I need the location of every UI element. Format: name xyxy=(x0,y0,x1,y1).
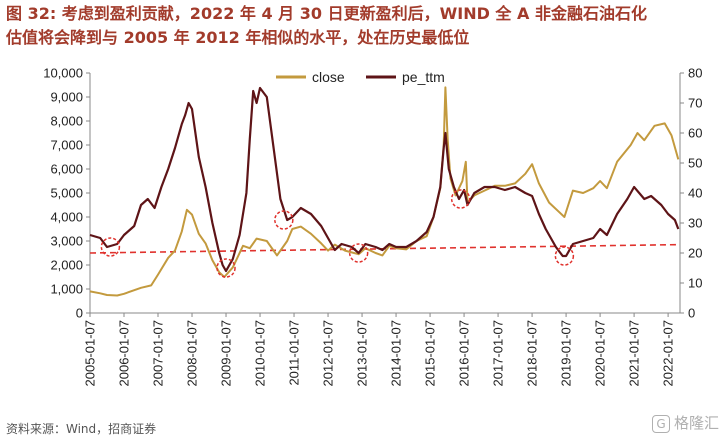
x-tick-label: 2022-01-07 xyxy=(661,320,676,387)
x-tick-label: 2010-01-07 xyxy=(253,320,268,387)
x-tick-label: 2021-01-07 xyxy=(627,320,642,387)
watermark-text: 格隆汇 xyxy=(673,414,719,432)
right-y-tick-label: 20 xyxy=(688,246,702,261)
x-tick-label: 2017-01-07 xyxy=(491,320,506,387)
annotation-circle xyxy=(100,237,121,257)
x-tick-label: 2008-01-07 xyxy=(185,320,200,387)
left-y-tick-label: 6,000 xyxy=(50,162,83,177)
figure-title-line-1: 图 32: 考虑到盈利贡献，2022 年 4 月 30 日更新盈利后，WIND … xyxy=(6,4,647,23)
x-tick-label: 2020-01-07 xyxy=(593,320,608,387)
x-tick-label: 2018-01-07 xyxy=(525,320,540,387)
x-tick-label: 2014-01-07 xyxy=(389,320,404,387)
x-tick-label: 2011-01-07 xyxy=(287,320,302,386)
x-tick-label: 2015-01-07 xyxy=(423,320,438,387)
series-line-close xyxy=(89,86,680,297)
right-y-tick-label: 40 xyxy=(688,186,702,201)
left-y-tick-label: 3,000 xyxy=(50,234,83,249)
right-y-tick-label: 0 xyxy=(688,306,695,321)
figure-title-line-2: 估值将会降到与 2005 年 2012 年相似的水平，处在历史最低位 xyxy=(6,28,470,47)
x-tick-label: 2016-01-07 xyxy=(457,320,472,387)
x-tick-label: 2007-01-07 xyxy=(151,320,166,387)
watermark-logo: G xyxy=(651,414,670,433)
right-y-tick-label: 80 xyxy=(688,66,702,81)
annotation-circle xyxy=(274,210,294,230)
annotation-circle xyxy=(348,243,369,263)
left-y-tick-label: 0 xyxy=(76,306,83,321)
left-y-tick-label: 4,000 xyxy=(50,210,83,225)
source-note: 资料来源：Wind，招商证券 xyxy=(6,422,157,436)
left-y-tick-label: 8,000 xyxy=(50,114,83,129)
left-y-tick-label: 9,000 xyxy=(50,90,83,105)
right-y-tick-label: 30 xyxy=(688,216,702,231)
left-y-tick-label: 2,000 xyxy=(50,258,83,273)
left-y-tick-label: 7,000 xyxy=(50,138,83,153)
right-y-tick-label: 70 xyxy=(688,96,702,111)
annotation-circle xyxy=(216,258,236,278)
legend-label: close xyxy=(312,69,345,85)
figure-title: 图 32: 考虑到盈利贡献，2022 年 4 月 30 日更新盈利后，WIND … xyxy=(6,2,718,50)
x-tick-label: 2009-01-07 xyxy=(219,320,234,387)
left-y-tick-label: 1,000 xyxy=(50,282,83,297)
left-y-tick-label: 5,000 xyxy=(50,186,83,201)
x-tick-label: 2012-01-07 xyxy=(321,320,336,387)
legend-label: pe_ttm xyxy=(402,69,445,85)
x-tick-label: 2013-01-07 xyxy=(355,320,370,387)
left-y-tick-label: 10,000 xyxy=(43,66,83,81)
annotation-circle xyxy=(450,189,471,209)
annotation-circle xyxy=(554,246,575,266)
right-y-tick-label: 50 xyxy=(688,156,702,171)
right-y-tick-label: 10 xyxy=(688,276,702,291)
x-tick-label: 2006-01-07 xyxy=(117,320,132,387)
right-y-tick-label: 60 xyxy=(688,126,702,141)
x-tick-label: 2005-01-07 xyxy=(83,320,98,387)
watermark: G 格隆汇 xyxy=(651,412,719,433)
x-tick-label: 2019-01-07 xyxy=(559,320,574,387)
series-line-pe-ttm xyxy=(89,86,680,273)
